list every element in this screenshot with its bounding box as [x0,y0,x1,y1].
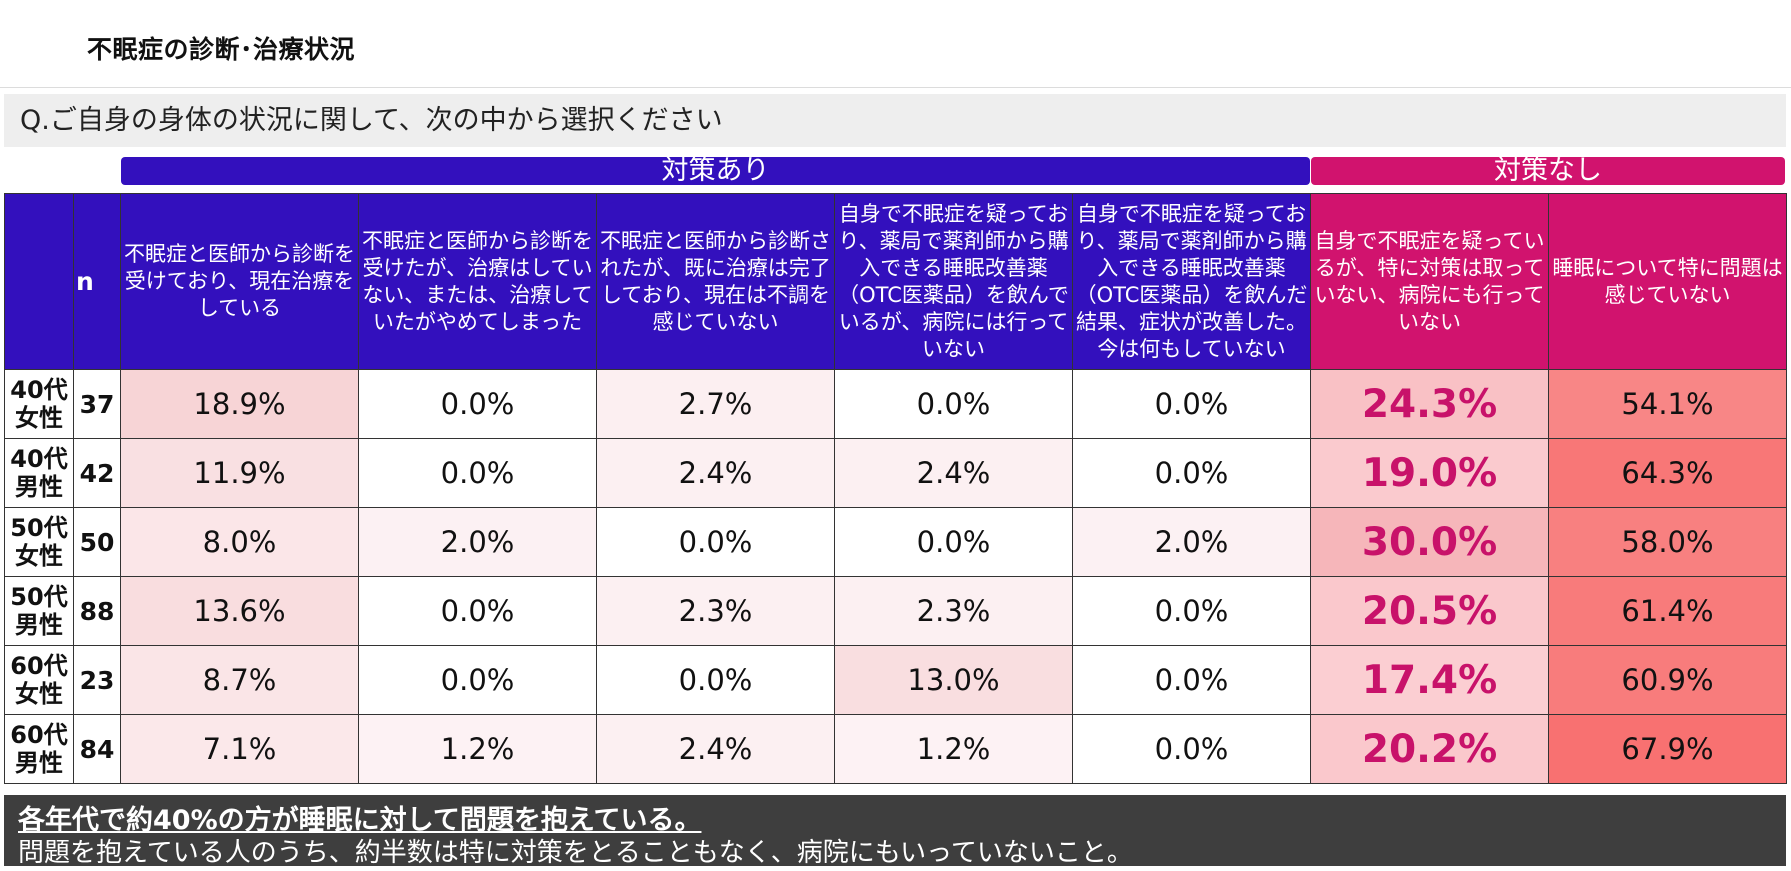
cell-diagnosed-treating: 18.9% [120,369,359,439]
cell-no-problem: 67.9% [1548,714,1787,784]
row-n-value: 37 [73,369,121,439]
cell-suspect-no-action: 20.5% [1310,576,1549,646]
summary-box: 各年代で約40%の方が睡眠に対して問題を抱えている。 問題を抱えている人のうち、… [4,795,1786,868]
title-divider [0,87,1791,88]
cell-otc-improved: 0.0% [1072,576,1311,646]
row-group-label: 40代 女性 [4,369,74,439]
cell-otc-improved: 0.0% [1072,714,1311,784]
cell-otc-current: 2.4% [834,438,1073,508]
cell-suspect-no-action: 19.0% [1310,438,1549,508]
column-header-suspect-no-action: 自身で不眠症を疑っているが、特に対策は取っていない、病院にも行っていない [1310,193,1549,370]
cell-diagnosed-not-treating: 1.2% [358,714,597,784]
table-row: 60代 男性 84 7.1% 1.2% 2.4% 1.2% 0.0% 20.2% 67.9% [4,714,1787,784]
summary-headline: 各年代で約40%の方が睡眠に対して問題を抱えている。 [18,805,702,836]
question-text: Q.ご自身の身体の状況に関して、次の中から選択ください [4,94,1786,147]
column-header-diagnosed-not-treating: 不眠症と医師から診断を受けたが、治療はしていない、または、治療していたがやめてし… [358,193,597,370]
cell-diagnosed-treating: 11.9% [120,438,359,508]
cell-treatment-completed: 0.0% [596,645,835,715]
cell-treatment-completed: 2.7% [596,369,835,439]
row-group-label: 40代 男性 [4,438,74,508]
row-n-value: 50 [73,507,121,577]
cell-otc-improved: 0.0% [1072,369,1311,439]
table-row: 40代 男性 42 11.9% 0.0% 2.4% 2.4% 0.0% 19.0% 64.3% [4,438,1787,508]
summary-detail: 問題を抱えている人のうち、約半数は特に対策をとることもなく、病院にもいっていない… [18,838,1133,868]
corner-cell [4,193,74,370]
table-row: 50代 男性 88 13.6% 0.0% 2.3% 2.3% 0.0% 20.5% 61.4% [4,576,1787,646]
cell-otc-improved: 2.0% [1072,507,1311,577]
cell-suspect-no-action: 17.4% [1310,645,1549,715]
cell-suspect-no-action: 30.0% [1310,507,1549,577]
cell-otc-improved: 0.0% [1072,645,1311,715]
cell-otc-current: 13.0% [834,645,1073,715]
page-title: 不眠症の診断･治療状況 [87,35,356,64]
row-n-value: 84 [73,714,121,784]
table-row: 40代 女性 37 18.9% 0.0% 2.7% 0.0% 0.0% 24.3% 54.1% [4,369,1787,439]
row-group-label: 50代 男性 [4,576,74,646]
cell-no-problem: 58.0% [1548,507,1787,577]
cell-otc-current: 2.3% [834,576,1073,646]
cell-diagnosed-not-treating: 0.0% [358,576,597,646]
cell-diagnosed-treating: 8.0% [120,507,359,577]
cell-diagnosed-not-treating: 0.0% [358,438,597,508]
cell-otc-current: 0.0% [834,507,1073,577]
cell-diagnosed-treating: 7.1% [120,714,359,784]
table-row: 60代 女性 23 8.7% 0.0% 0.0% 13.0% 0.0% 17.4% 60.9% [4,645,1787,715]
cell-treatment-completed: 2.4% [596,438,835,508]
row-group-label: 50代 女性 [4,507,74,577]
cell-no-problem: 54.1% [1548,369,1787,439]
column-header-no-problem: 睡眠について特に問題は感じていない [1548,193,1787,370]
cell-treatment-completed: 2.3% [596,576,835,646]
cell-diagnosed-not-treating: 2.0% [358,507,597,577]
column-header-treatment-completed: 不眠症と医師から診断されたが、既に治療は完了しており、現在は不調を感じていない [596,193,835,370]
row-n-value: 23 [73,645,121,715]
cell-diagnosed-not-treating: 0.0% [358,645,597,715]
group-header-without-measures: 対策なし [1311,157,1785,185]
row-group-label: 60代 女性 [4,645,74,715]
cell-suspect-no-action: 24.3% [1310,369,1549,439]
row-group-label: 60代 男性 [4,714,74,784]
cell-otc-improved: 0.0% [1072,438,1311,508]
column-header-n: n [73,193,121,370]
cell-diagnosed-not-treating: 0.0% [358,369,597,439]
results-table: n 不眠症と医師から診断を受けており、現在治療をしている 不眠症と医師から診断を… [4,193,1787,784]
cell-diagnosed-treating: 13.6% [120,576,359,646]
column-header-otc-improved: 自身で不眠症を疑っており、薬局で薬剤師から購入できる睡眠改善薬（OTC医薬品）を… [1072,193,1311,370]
row-n-value: 42 [73,438,121,508]
column-header-diagnosed-treating: 不眠症と医師から診断を受けており、現在治療をしている [120,193,359,370]
cell-no-problem: 60.9% [1548,645,1787,715]
cell-otc-current: 0.0% [834,369,1073,439]
cell-no-problem: 64.3% [1548,438,1787,508]
row-n-value: 88 [73,576,121,646]
cell-treatment-completed: 0.0% [596,507,835,577]
cell-diagnosed-treating: 8.7% [120,645,359,715]
cell-no-problem: 61.4% [1548,576,1787,646]
cell-treatment-completed: 2.4% [596,714,835,784]
group-header-with-measures: 対策あり [121,157,1310,185]
column-header-otc-current: 自身で不眠症を疑っており、薬局で薬剤師から購入できる睡眠改善薬（OTC医薬品）を… [834,193,1073,370]
cell-otc-current: 1.2% [834,714,1073,784]
header-row: n 不眠症と医師から診断を受けており、現在治療をしている 不眠症と医師から診断を… [4,193,1787,370]
table-row: 50代 女性 50 8.0% 2.0% 0.0% 0.0% 2.0% 30.0% 58.0% [4,507,1787,577]
cell-suspect-no-action: 20.2% [1310,714,1549,784]
